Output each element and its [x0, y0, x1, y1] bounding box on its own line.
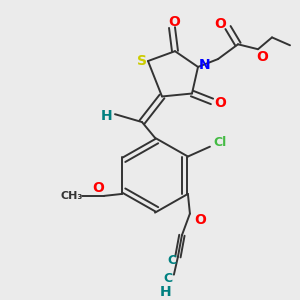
Text: O: O	[168, 15, 180, 29]
Text: C: C	[163, 272, 172, 285]
Text: S: S	[137, 54, 147, 68]
Text: O: O	[214, 96, 226, 110]
Text: Cl: Cl	[213, 136, 226, 149]
Text: O: O	[214, 16, 226, 31]
Text: O: O	[256, 50, 268, 64]
Text: O: O	[92, 181, 104, 195]
Text: N: N	[199, 58, 211, 72]
Text: H: H	[101, 109, 113, 123]
Text: C: C	[167, 254, 176, 267]
Text: H: H	[160, 285, 172, 299]
Text: CH₃: CH₃	[61, 191, 83, 201]
Text: O: O	[194, 212, 206, 226]
